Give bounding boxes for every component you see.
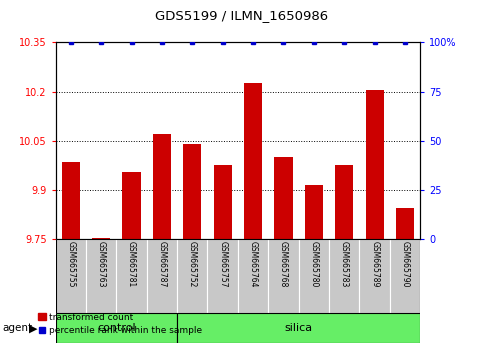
- Text: GSM665764: GSM665764: [249, 241, 257, 288]
- Bar: [396, 208, 414, 239]
- Bar: [56, 239, 86, 313]
- Text: silica: silica: [284, 323, 313, 333]
- Bar: [183, 144, 201, 239]
- Bar: [62, 162, 80, 239]
- Bar: [56, 313, 177, 343]
- Bar: [366, 90, 384, 239]
- Bar: [359, 239, 390, 313]
- Bar: [208, 239, 238, 313]
- Bar: [177, 239, 208, 313]
- Text: GSM665757: GSM665757: [218, 241, 227, 288]
- Bar: [116, 239, 147, 313]
- Text: GSM665781: GSM665781: [127, 241, 136, 287]
- Text: GSM665755: GSM665755: [66, 241, 75, 288]
- Bar: [298, 239, 329, 313]
- Bar: [274, 157, 293, 239]
- Text: GSM665768: GSM665768: [279, 241, 288, 287]
- Bar: [329, 239, 359, 313]
- Bar: [153, 134, 171, 239]
- Text: GSM665752: GSM665752: [188, 241, 197, 287]
- Bar: [92, 238, 110, 239]
- Bar: [335, 165, 354, 239]
- Bar: [86, 239, 116, 313]
- Legend: transformed count, percentile rank within the sample: transformed count, percentile rank withi…: [38, 313, 202, 335]
- Bar: [268, 239, 298, 313]
- Text: control: control: [97, 323, 136, 333]
- Text: GDS5199 / ILMN_1650986: GDS5199 / ILMN_1650986: [155, 9, 328, 22]
- Text: GSM665780: GSM665780: [309, 241, 318, 287]
- Bar: [147, 239, 177, 313]
- Text: ▶: ▶: [28, 323, 37, 333]
- Text: GSM665790: GSM665790: [400, 241, 410, 288]
- Text: GSM665789: GSM665789: [370, 241, 379, 287]
- Text: agent: agent: [2, 323, 32, 333]
- Bar: [213, 165, 232, 239]
- Bar: [305, 185, 323, 239]
- Text: GSM665787: GSM665787: [157, 241, 167, 287]
- Text: GSM665783: GSM665783: [340, 241, 349, 287]
- Bar: [177, 313, 420, 343]
- Bar: [390, 239, 420, 313]
- Bar: [244, 84, 262, 239]
- Text: GSM665763: GSM665763: [97, 241, 106, 288]
- Bar: [238, 239, 268, 313]
- Bar: [122, 172, 141, 239]
